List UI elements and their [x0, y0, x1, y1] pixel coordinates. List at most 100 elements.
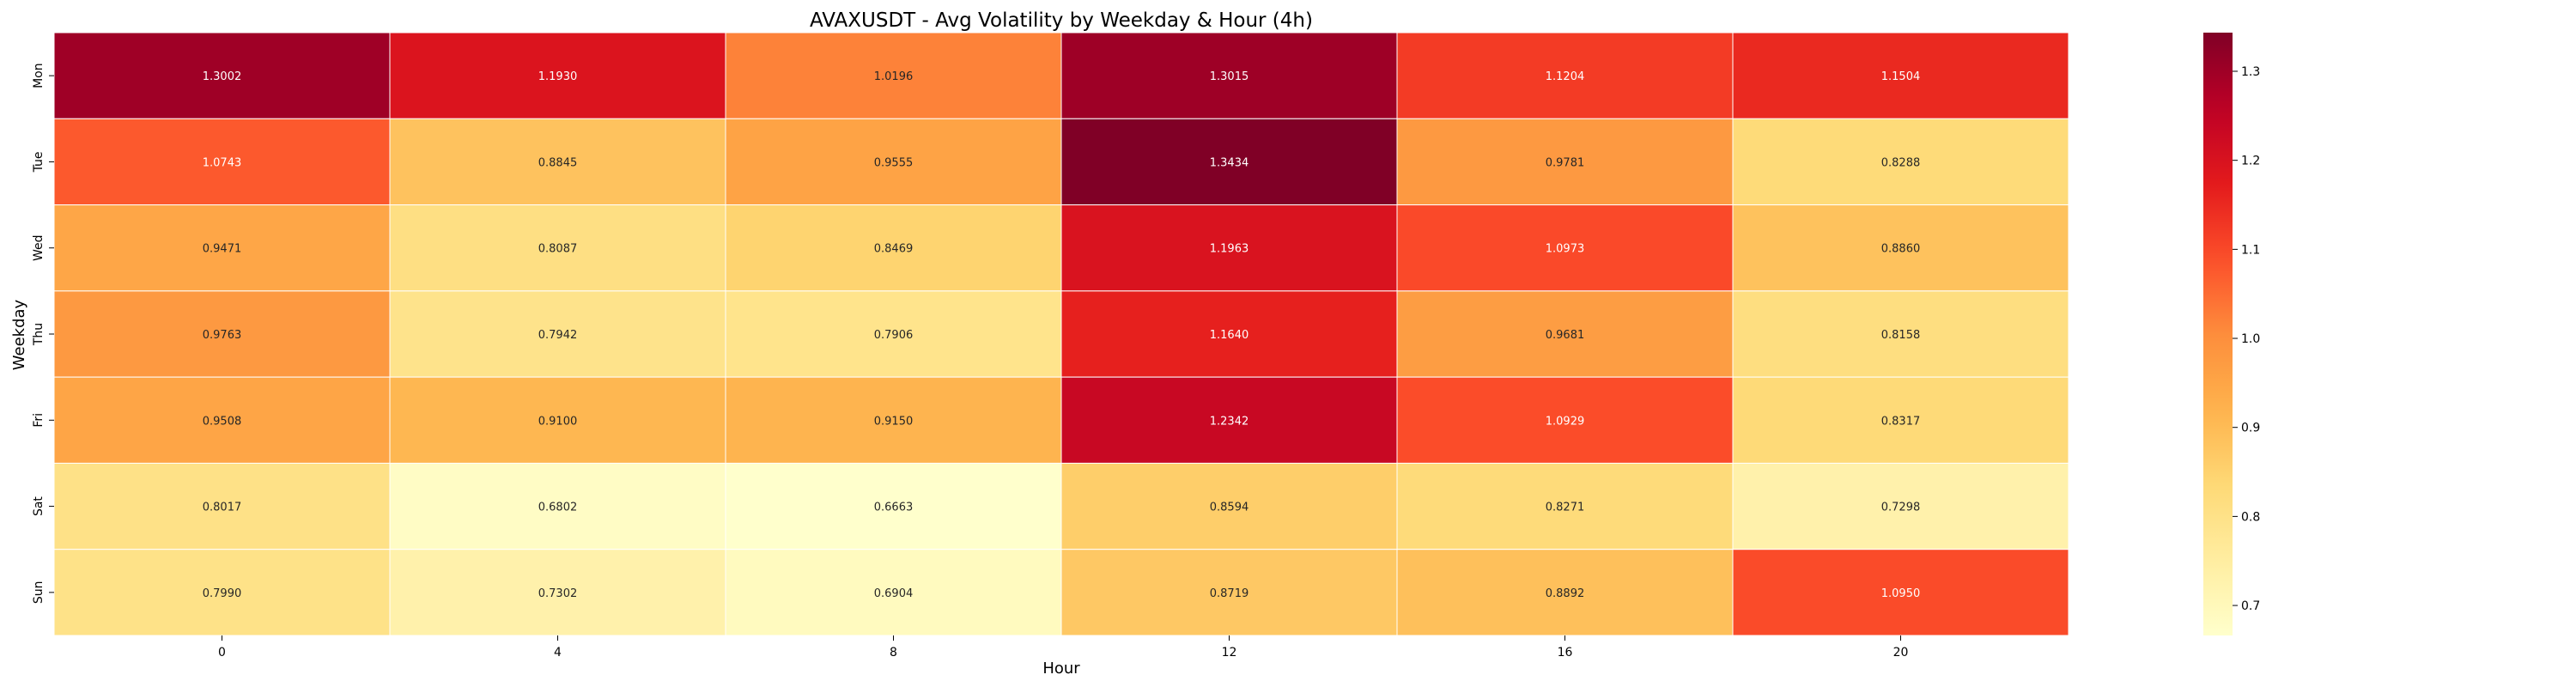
heatmap-cell — [53, 118, 391, 206]
cell-value-label: 0.6904 — [874, 587, 914, 600]
heatmap-cell — [53, 32, 391, 119]
heatmap-cell — [725, 290, 1062, 378]
cell-value-label: 0.9150 — [874, 415, 914, 428]
cell-value-label: 0.7906 — [874, 329, 914, 342]
heatmap-cell — [1060, 204, 1398, 292]
x-axis-ticks: 0 4 8 12 16 20 — [218, 635, 1908, 660]
cell-value-label: 0.8892 — [1546, 587, 1585, 600]
cell-value-label: 1.1640 — [1210, 329, 1249, 342]
colorbar-gradient — [2203, 33, 2233, 635]
cell-value-label: 0.7942 — [538, 329, 578, 342]
heatmap-cell — [1060, 118, 1398, 206]
colorbar-tick-label: 0.9 — [2241, 422, 2260, 435]
cell-value-label: 0.8288 — [1881, 156, 1921, 169]
x-tick-label: 0 — [218, 646, 226, 660]
cell-value-label: 1.3002 — [203, 70, 242, 83]
colorbar-tick-label: 1.1 — [2241, 243, 2260, 257]
cell-value-label: 0.6663 — [874, 502, 914, 514]
heatmap-cell — [53, 290, 391, 378]
cell-value-label: 0.8317 — [1881, 415, 1921, 428]
cell-value-label: 0.8271 — [1546, 502, 1585, 514]
heatmap-cell — [1396, 32, 1734, 119]
heatmap-cell — [53, 204, 391, 292]
cell-value-label: 1.3434 — [1210, 156, 1249, 169]
cell-value-label: 0.9100 — [538, 415, 578, 428]
y-tick-label: Tue — [32, 151, 46, 173]
x-axis-label: Hour — [1042, 660, 1080, 678]
cell-value-label: 0.9763 — [203, 329, 242, 342]
cell-value-label: 0.9681 — [1546, 329, 1585, 342]
x-tick-label: 20 — [1893, 646, 1909, 660]
heatmap-cell — [1396, 290, 1734, 378]
x-tick-label: 8 — [890, 646, 897, 660]
y-axis-label: Weekday — [10, 299, 28, 370]
heatmap-cell — [725, 376, 1062, 464]
heatmap-cell — [389, 118, 726, 206]
cell-value-label: 1.3015 — [1210, 70, 1249, 83]
heatmap-cell — [1060, 290, 1398, 378]
y-tick-label: Sun — [32, 581, 46, 605]
colorbar-tick-label: 1.2 — [2241, 155, 2260, 168]
heatmap-cell — [1732, 290, 2069, 378]
cell-value-label: 0.8719 — [1210, 587, 1249, 600]
heatmap-cell — [1060, 462, 1398, 550]
colorbar: 0.7 0.8 0.9 1.0 1.1 1.2 1.3 — [2203, 33, 2260, 635]
cell-value-label: 0.9781 — [1546, 156, 1585, 169]
heatmap-cell — [1060, 32, 1398, 119]
cell-value-label: 0.8860 — [1881, 243, 1921, 256]
colorbar-tick-label: 0.8 — [2241, 510, 2260, 524]
heatmap-cell — [1396, 376, 1734, 464]
heatmap-cell — [1732, 118, 2069, 206]
heatmap-cell — [1396, 204, 1734, 292]
colorbar-tick-label: 0.7 — [2241, 599, 2260, 613]
cell-value-label: 1.1963 — [1210, 243, 1249, 256]
heatmap-cell — [389, 204, 726, 292]
heatmap-cell — [1396, 462, 1734, 550]
heatmap-cell — [389, 32, 726, 119]
cell-value-label: 0.8469 — [874, 243, 914, 256]
cell-value-label: 0.8845 — [538, 156, 578, 169]
cell-value-label: 0.8017 — [203, 502, 242, 514]
cell-value-label: 0.7990 — [203, 587, 242, 600]
heatmap-cell — [53, 549, 391, 636]
heatmap-cell — [725, 32, 1062, 119]
cell-value-label: 1.0929 — [1546, 415, 1585, 428]
heatmap-cell — [389, 376, 726, 464]
heatmap-cell — [389, 549, 726, 636]
heatmap-cell — [53, 376, 391, 464]
cell-value-label: 1.0196 — [874, 70, 914, 83]
cell-value-label: 1.1504 — [1881, 70, 1921, 83]
x-tick-label: 4 — [554, 646, 562, 660]
heatmap-cell — [725, 204, 1062, 292]
cell-value-label: 1.0973 — [1546, 243, 1585, 256]
y-axis-ticks: Mon Tue Wed Thu Fri Sat Sun — [32, 63, 54, 604]
cell-value-label: 0.9555 — [874, 156, 914, 169]
cell-value-label: 0.9471 — [203, 243, 242, 256]
cell-value-label: 1.1930 — [538, 70, 578, 83]
heatmap-cell — [725, 549, 1062, 636]
chart-title: AVAXUSDT - Avg Volatility by Weekday & H… — [810, 9, 1313, 32]
cell-value-label: 0.8087 — [538, 243, 578, 256]
cell-value-label: 1.2342 — [1210, 415, 1249, 428]
colorbar-tick-label: 1.0 — [2241, 332, 2260, 346]
cell-value-label: 0.6802 — [538, 502, 578, 514]
y-tick-label: Sat — [32, 496, 46, 516]
cell-value-label: 0.9508 — [203, 415, 242, 428]
heatmap-cell — [1060, 376, 1398, 464]
cell-value-label: 0.8594 — [1210, 502, 1249, 514]
heatmap-cell — [53, 462, 391, 550]
heatmap-cell — [1732, 462, 2069, 550]
heatmap-cells: 1.3002 1.1930 1.0196 1.3015 1.1204 1.1504 1.07… — [53, 32, 2069, 636]
cell-value-label: 1.1204 — [1546, 70, 1585, 83]
x-tick-label: 16 — [1558, 646, 1573, 660]
y-tick-label: Mon — [32, 63, 46, 88]
y-tick-label: Fri — [32, 413, 46, 428]
cell-value-label: 1.0743 — [203, 156, 242, 169]
cell-value-label: 1.0950 — [1881, 587, 1921, 600]
colorbar-tick-label: 1.3 — [2241, 65, 2260, 79]
heatmap-cell — [1732, 32, 2069, 119]
heatmap-cell — [1732, 549, 2069, 636]
cell-value-label: 0.7298 — [1881, 502, 1921, 514]
heatmap-cell — [1060, 549, 1398, 636]
